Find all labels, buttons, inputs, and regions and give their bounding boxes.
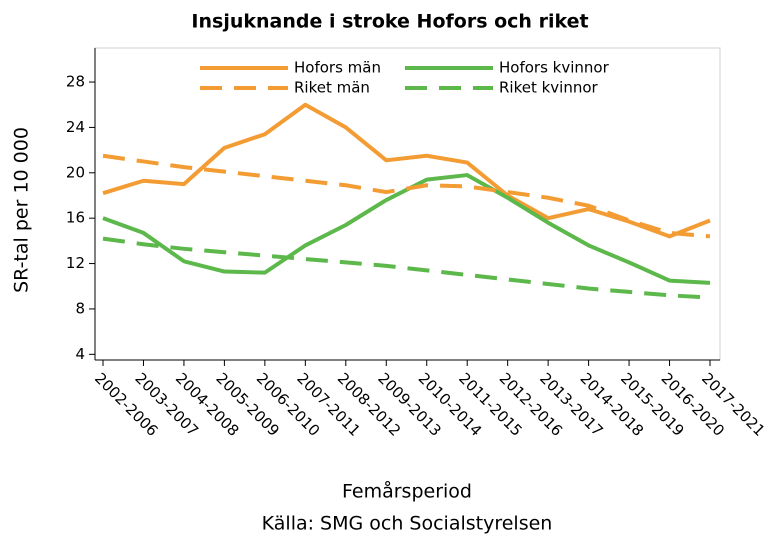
x-axis-label: Femårsperiod xyxy=(342,480,472,503)
legend-label: Riket män xyxy=(294,79,370,97)
y-axis-label: SR-tal per 10 000 xyxy=(11,127,33,293)
y-tick-label: 24 xyxy=(66,118,85,136)
legend-label: Hofors män xyxy=(294,59,381,77)
line-series xyxy=(102,173,711,285)
line-series xyxy=(102,236,711,300)
legend-label: Hofors kvinnor xyxy=(499,59,610,77)
y-tick-label: 28 xyxy=(66,73,85,91)
y-tick-label: 20 xyxy=(66,163,85,181)
chart-title: Insjuknande i stroke Hofors och riket xyxy=(191,11,588,33)
legend-label: Riket kvinnor xyxy=(499,79,599,97)
source: Källa: SMG och Socialstyrelsen xyxy=(262,513,553,535)
line-series xyxy=(102,102,711,239)
line-series xyxy=(102,153,711,239)
y-tick-label: 16 xyxy=(66,209,85,227)
y-tick-label: 4 xyxy=(75,345,85,363)
y-tick-label: 8 xyxy=(75,299,85,317)
y-tick-label: 12 xyxy=(66,254,85,272)
plot-frame xyxy=(94,47,721,361)
